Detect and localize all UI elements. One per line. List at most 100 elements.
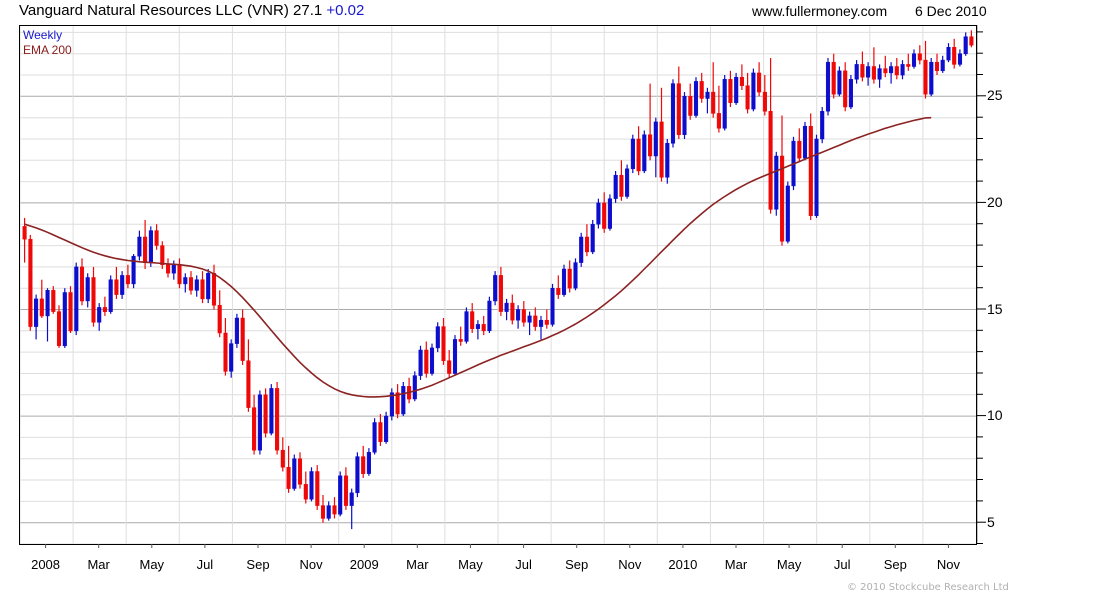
- candle-body: [653, 121, 658, 157]
- candle-body: [607, 198, 612, 229]
- candle-body: [45, 290, 50, 317]
- candle-body: [297, 458, 303, 485]
- candle-body: [303, 484, 308, 500]
- candle-body: [590, 223, 595, 253]
- candle-body: [194, 279, 199, 291]
- candle-body: [429, 347, 435, 374]
- candle-body: [940, 59, 945, 72]
- candle-body: [384, 415, 389, 442]
- candle-body: [171, 264, 176, 274]
- x-axis-tick-label: May: [139, 557, 165, 572]
- candle-body: [389, 392, 394, 417]
- candle-body: [877, 68, 882, 80]
- candle-body: [911, 53, 917, 67]
- candle-body: [257, 394, 262, 451]
- candle-body: [229, 343, 234, 372]
- candle-body: [97, 307, 102, 323]
- candle-body: [137, 236, 142, 257]
- candle-body: [211, 273, 217, 306]
- candle-body: [223, 332, 228, 372]
- x-axis-tick-label: May: [458, 557, 483, 572]
- chart-header: Vanguard Natural Resources LLC (VNR) 27.…: [0, 0, 1100, 25]
- candle-body: [343, 475, 349, 506]
- candle-body: [682, 96, 687, 135]
- candle-body: [401, 386, 406, 415]
- candle-body: [579, 236, 584, 263]
- candle-body: [567, 268, 572, 289]
- legend-overlay-ema200: EMA 200: [23, 43, 72, 57]
- candle-body: [516, 309, 521, 321]
- candle-body: [544, 319, 549, 325]
- candle-body: [802, 125, 808, 159]
- x-axis-tick-label: Nov: [936, 557, 960, 572]
- candle-body: [665, 142, 670, 178]
- candle-body: [28, 238, 33, 327]
- candle-body: [108, 279, 113, 312]
- x-axis-tick-label: Mar: [87, 557, 110, 572]
- source-website: www.fullermoney.com: [752, 3, 888, 19]
- chart-plot-area: Weekly EMA 200: [19, 25, 977, 545]
- candle-body: [475, 324, 480, 329]
- candle-body: [952, 47, 957, 65]
- candle-body: [923, 59, 928, 95]
- x-axis-tick-label: 2009: [349, 557, 379, 572]
- candle-body: [148, 230, 153, 263]
- candle-body: [464, 311, 469, 342]
- x-axis-tick-label: May: [776, 557, 802, 572]
- candle-body: [125, 275, 130, 285]
- candle-body: [143, 236, 148, 263]
- chart-date: 6 Dec 2010: [915, 3, 987, 19]
- candle-body: [39, 298, 44, 317]
- candle-body: [906, 64, 911, 67]
- candle-body: [917, 53, 922, 61]
- candle-body: [860, 64, 865, 78]
- chart-canvas: [20, 26, 976, 544]
- candle-body: [688, 96, 693, 116]
- candle-body: [946, 47, 951, 61]
- candle-body: [332, 505, 337, 515]
- candle-body: [774, 155, 779, 210]
- copyright-notice: © 2010 Stockcube Research Ltd: [847, 582, 1009, 593]
- candle-body: [424, 349, 429, 374]
- candle-body: [762, 91, 767, 112]
- candle-body: [435, 326, 440, 349]
- page-title: Vanguard Natural Resources LLC (VNR) 27.…: [19, 2, 364, 19]
- x-axis-tick-label: 2010: [668, 557, 698, 572]
- candle-body: [785, 185, 790, 242]
- candle-body: [91, 277, 96, 323]
- x-axis-tick-label: Sep: [883, 557, 907, 572]
- candle-body: [131, 255, 136, 285]
- candle-body: [797, 140, 802, 159]
- candle-body: [320, 505, 326, 519]
- candle-body: [648, 134, 653, 157]
- candle-body: [62, 292, 67, 347]
- candle-body: [504, 302, 509, 312]
- candle-body: [470, 311, 475, 329]
- candle-body: [217, 305, 222, 334]
- candle-body: [527, 315, 532, 323]
- candle-body: [166, 264, 171, 274]
- candle-body: [74, 266, 79, 332]
- y-axis-tick-label: 20: [987, 193, 1003, 210]
- candle-body: [418, 349, 423, 376]
- candle-body: [757, 72, 762, 93]
- candle-body: [957, 53, 963, 65]
- candle-body: [602, 202, 607, 229]
- y-axis: 5 10 15 20 25: [976, 25, 1036, 544]
- candlestick-chart-svg: [20, 26, 976, 544]
- candle-body: [521, 309, 526, 323]
- x-axis-tick-label: Nov: [299, 557, 323, 572]
- candle-body: [619, 174, 624, 197]
- candle-body: [120, 275, 125, 295]
- candle-body: [934, 61, 940, 71]
- chart-legend: Weekly EMA 200: [23, 28, 72, 58]
- candle-body: [625, 168, 630, 197]
- candle-body: [866, 66, 871, 78]
- candle-body: [751, 72, 756, 110]
- candle-body: [561, 268, 567, 295]
- candle-body: [745, 85, 750, 110]
- candle-body: [326, 505, 331, 519]
- candle-body: [183, 277, 188, 285]
- candle-body: [894, 66, 899, 76]
